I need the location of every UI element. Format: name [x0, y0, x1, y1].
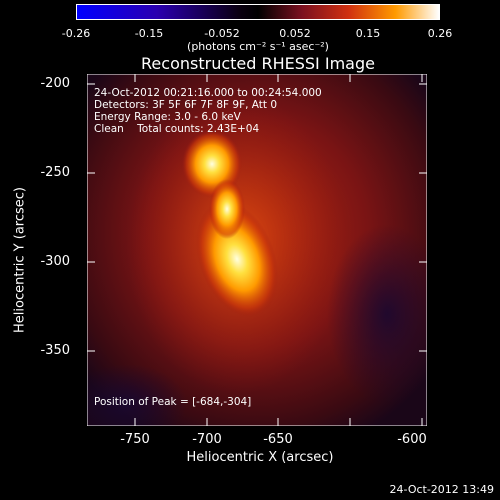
- peak-position: Position of Peak = [-684,-304]: [94, 396, 252, 408]
- y-tick-label: -350: [40, 343, 70, 358]
- colorbar-tick: 0.15: [355, 27, 381, 40]
- info-detectors: Detectors: 3F 5F 6F 7F 8F 9F, Att 0: [94, 99, 278, 111]
- y-tick-label: -250: [40, 165, 70, 180]
- colorbar-tick: -0.052: [204, 27, 240, 40]
- y-tick-label: -200: [40, 76, 70, 91]
- x-tick-label: -600: [397, 432, 427, 447]
- y-tick-label: -300: [40, 254, 70, 269]
- x-tick-label: -750: [120, 432, 150, 447]
- info-time: 24-Oct-2012 00:21:16.000 to 00:24:54.000: [94, 87, 322, 99]
- colorbar-units: (photons cm⁻² s⁻¹ asec⁻²): [187, 40, 329, 53]
- info-clean: Clean Total counts: 2.43E+04: [94, 123, 260, 135]
- x-tick-label: -700: [192, 432, 222, 447]
- colorbar-tick: -0.15: [134, 27, 164, 40]
- rhessi-image-plot: [87, 74, 427, 426]
- image-title: Reconstructed RHESSI Image: [141, 54, 375, 73]
- colorbar-tick: 0.052: [279, 27, 311, 40]
- info-energy: Energy Range: 3.0 - 6.0 keV: [94, 111, 241, 123]
- colorbar-tick: 0.26: [427, 27, 453, 40]
- x-axis-label: Heliocentric X (arcsec): [186, 450, 334, 465]
- colorbar: [76, 4, 440, 20]
- x-tick-label: -650: [263, 432, 293, 447]
- colorbar-tick: -0.26: [61, 27, 91, 40]
- y-axis-label: Heliocentric Y (arcsec): [12, 187, 28, 333]
- timestamp: 24-Oct-2012 13:49: [389, 483, 494, 496]
